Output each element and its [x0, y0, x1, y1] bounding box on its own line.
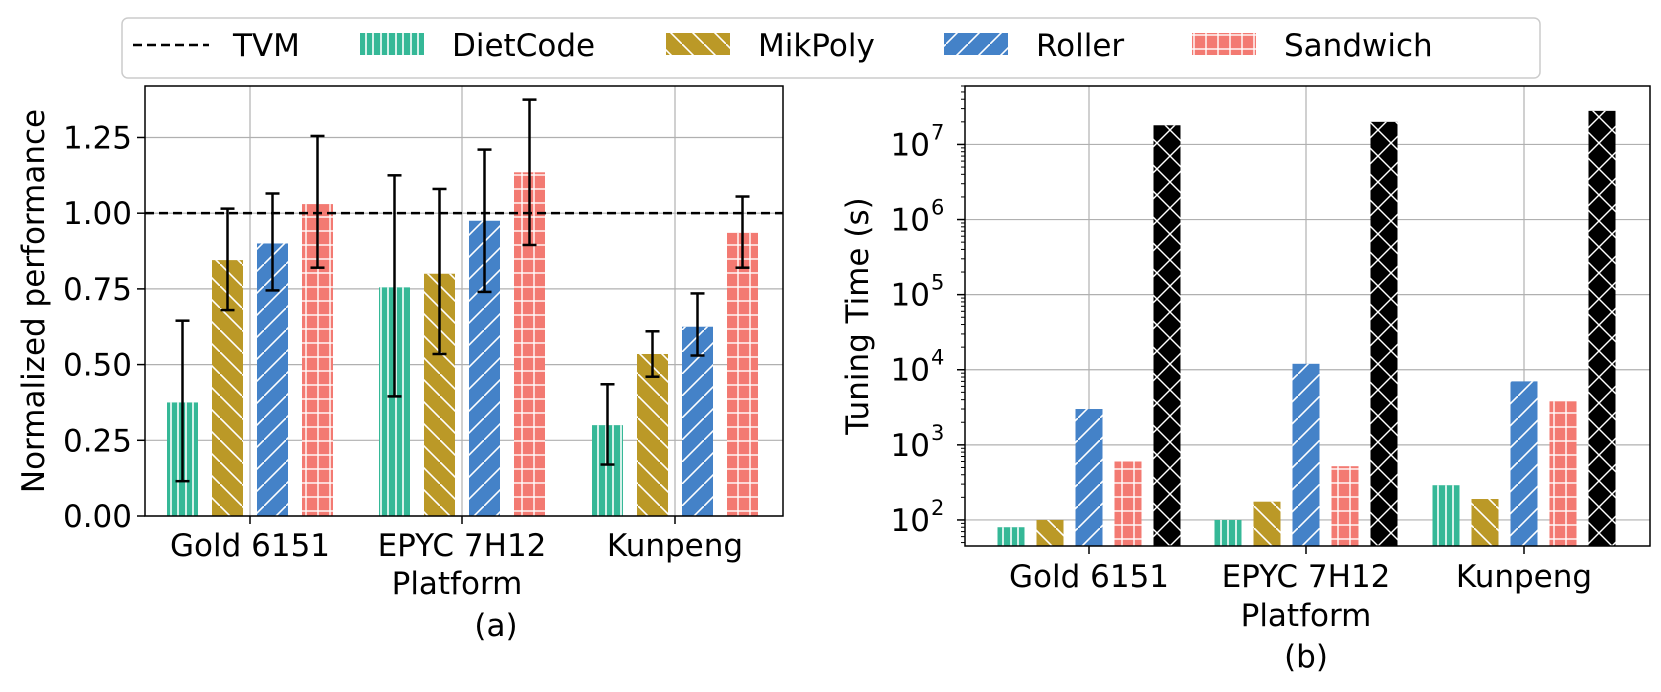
legend-mikpoly-swatch-hatch [666, 33, 730, 55]
panel-b-bar-tvm-gold-6151-hatch [1153, 125, 1181, 546]
panel-a-x-tick-label-epyc-7h12: EPYC 7H12 [378, 528, 547, 564]
panel-b-y-tick-exponent: 3 [931, 421, 944, 445]
panel-b-y-tick-base: 10 [891, 127, 930, 163]
legend-tvm-label: TVM [232, 28, 300, 64]
panel-b-y-tick-exponent: 7 [931, 120, 944, 144]
panel-b-y-tick-base: 10 [891, 203, 930, 239]
panel-a-y-tick-label: 0.00 [63, 499, 132, 535]
legend-dietcode-swatch-hatch [360, 33, 424, 55]
panel-b-bar-dietcode-epyc-7h12-hatch [1214, 519, 1242, 546]
panel-b-y-tick-exponent: 2 [931, 496, 944, 520]
legend-roller-swatch-hatch [944, 33, 1008, 55]
panel-b-frame [964, 85, 1651, 547]
panel-b-bar-tvm-epyc-7h12-hatch [1370, 121, 1398, 547]
panel-b-bar-roller-epyc-7h12-hatch [1292, 363, 1320, 546]
panel-b-y-tick-exponent: 5 [931, 271, 944, 295]
legend-sandwich-label: Sandwich [1284, 28, 1433, 64]
panel-b-caption: (b) [1284, 639, 1328, 675]
panel-b-bar-dietcode-gold-6151-hatch [997, 527, 1025, 546]
panel-a-bar-mikpoly-kunpeng-hatch [637, 353, 668, 516]
panel-a-y-tick-label: 1.25 [63, 120, 132, 156]
panel-a-x-axis-label: Platform [392, 566, 523, 602]
panel-a-caption: (a) [474, 608, 517, 644]
panel-a-x-tick-label-kunpeng: Kunpeng [607, 528, 743, 564]
panel-b-bar-mikpoly-gold-6151-hatch [1036, 519, 1064, 546]
legend-mikpoly-label: MikPoly [758, 28, 875, 64]
legend-sandwich-swatch-hatch [1192, 33, 1256, 55]
panel-a-frame [144, 85, 784, 517]
panel-b-y-tick-base: 10 [891, 278, 930, 314]
panel-b-y-tick-base: 10 [891, 503, 930, 539]
legend: TVM DietCode MikPoly Roller Sandwich [121, 17, 1541, 79]
panel-a-bar-roller-kunpeng-hatch [682, 326, 713, 516]
panel-b-bar-mikpoly-kunpeng-hatch [1471, 499, 1499, 546]
panel-b-y-tick-exponent: 6 [931, 196, 944, 220]
panel-b-y-tick-base: 10 [891, 428, 930, 464]
panel-b-x-tick-label-kunpeng: Kunpeng [1456, 559, 1592, 595]
panel-b-bar-tvm-kunpeng-hatch [1588, 110, 1616, 546]
panel-b-x-tick-label-epyc-7h12: EPYC 7H12 [1222, 559, 1391, 595]
panel-b-y-tick-exponent: 4 [931, 346, 944, 370]
panel-b-bar-roller-gold-6151-hatch [1075, 409, 1103, 546]
panel-a-x-tick-label-gold-6151: Gold 6151 [170, 528, 330, 564]
legend-frame [121, 17, 1541, 79]
panel-b-bar-mikpoly-epyc-7h12-hatch [1253, 501, 1281, 546]
panel-b-x-tick-label-gold-6151: Gold 6151 [1009, 559, 1169, 595]
panel-a-y-tick-label: 0.75 [63, 272, 132, 308]
legend-dietcode-label: DietCode [452, 28, 595, 64]
panel-b-bar-sandwich-kunpeng-hatch [1549, 401, 1577, 546]
panel-b-x-axis-label: Platform [1241, 598, 1372, 634]
panel-a-bar-sandwich-kunpeng-hatch [727, 232, 758, 516]
panel-a-y-tick-label: 0.50 [63, 348, 132, 384]
panel-a-plot-area [145, 86, 783, 516]
panel-b-bar-sandwich-epyc-7h12-hatch [1331, 466, 1359, 546]
panel-b-bar-dietcode-kunpeng-hatch [1432, 485, 1460, 546]
panel-b-y-tick-base: 10 [891, 353, 930, 389]
panel-a-y-axis-label: Normalized performance [16, 109, 52, 493]
legend-roller-label: Roller [1036, 28, 1124, 64]
panel-b-bar-roller-kunpeng-hatch [1510, 381, 1538, 546]
panel-b-y-axis-label: Tuning Time (s) [840, 197, 876, 435]
panel-a-y-tick-label: 1.00 [63, 196, 132, 232]
panel-a: 0.00 0.25 0.50 0.75 1.00 1.25 Gold 6151 EPYC 7… [16, 85, 784, 644]
panel-a-y-tick-label: 0.25 [63, 423, 132, 459]
panel-b-bar-sandwich-gold-6151-hatch [1114, 461, 1142, 546]
